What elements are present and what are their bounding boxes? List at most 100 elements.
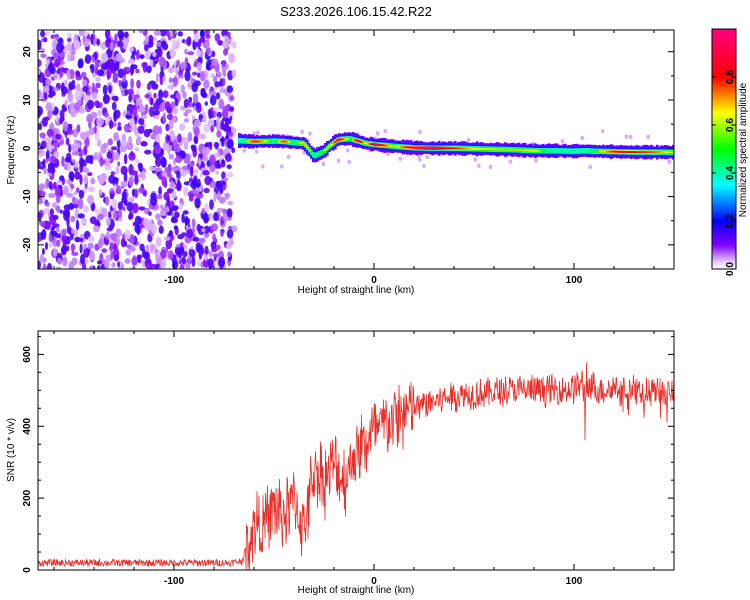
ridge-cell — [508, 148, 511, 151]
spec-y-tick-label: 20 — [22, 46, 33, 58]
noise-cell — [226, 38, 232, 43]
noise-cell — [165, 123, 170, 132]
noise-cell — [106, 68, 112, 79]
noise-cell — [60, 245, 67, 256]
noise-cell — [199, 71, 206, 82]
ridge-cell — [490, 148, 493, 151]
noise-cell — [45, 242, 48, 250]
noise-cell — [183, 187, 189, 197]
noise-cell — [137, 125, 145, 134]
noise-cell — [123, 172, 128, 183]
noise-cell — [228, 52, 235, 64]
noise-cell — [38, 183, 46, 191]
noise-cell — [172, 106, 178, 115]
noise-cell — [185, 261, 191, 269]
ridge-cell — [470, 147, 473, 150]
noise-cell — [110, 146, 118, 151]
noise-cell — [173, 60, 177, 69]
ridge-cell — [392, 145, 395, 148]
faint-cell — [580, 135, 584, 141]
noise-cell — [224, 193, 230, 201]
noise-cell — [45, 78, 52, 86]
noise-cell — [176, 178, 181, 189]
noise-cell — [178, 70, 184, 76]
noise-cell — [227, 131, 234, 137]
noise-cell — [59, 109, 65, 120]
noise-cell — [204, 245, 209, 255]
ridge-cell — [628, 151, 631, 153]
noise-cell — [201, 207, 206, 215]
noise-cell — [82, 262, 87, 269]
ridge-cell — [416, 146, 419, 149]
noise-cell — [79, 243, 83, 254]
ridge-cell — [412, 146, 415, 149]
noise-cell — [162, 90, 169, 98]
ridge-cell — [350, 137, 353, 141]
ridge-cell — [576, 149, 579, 153]
ridge-cell — [428, 147, 431, 150]
noise-cell — [63, 185, 69, 196]
noise-cell — [194, 168, 199, 175]
noise-cell — [38, 89, 41, 99]
ridge-cell — [560, 149, 563, 153]
ridge-cell — [284, 140, 287, 143]
noise-cell — [58, 67, 64, 78]
noise-cell — [204, 30, 210, 37]
noise-cell — [212, 253, 219, 258]
ridge-cell — [544, 149, 547, 153]
noise-cell — [122, 39, 129, 50]
noise-cell — [129, 126, 134, 132]
noise-cell — [38, 199, 43, 205]
noise-cell — [179, 264, 185, 269]
ridge-cell — [396, 145, 399, 148]
noise-cell — [156, 171, 160, 177]
ridge-cell — [572, 149, 575, 153]
noise-cell — [70, 171, 75, 183]
noise-cell — [106, 227, 113, 232]
noise-cell — [109, 242, 114, 250]
noise-cell — [111, 101, 117, 111]
ridge-cell — [482, 148, 485, 150]
noise-cell — [115, 228, 122, 237]
ridge-cell — [554, 149, 557, 153]
noise-cell — [90, 63, 95, 74]
ridge-cell — [334, 140, 337, 143]
noise-cell — [131, 188, 136, 197]
noise-cell — [140, 141, 148, 147]
noise-cell — [138, 30, 145, 34]
ridge-cell — [456, 147, 459, 150]
ridge-cell — [424, 147, 427, 150]
ridge-cell — [390, 145, 393, 148]
noise-cell — [173, 225, 178, 230]
ridge-cell — [356, 139, 359, 142]
noise-cell — [195, 102, 202, 114]
faint-cell — [667, 159, 672, 165]
faint-cell — [254, 149, 259, 154]
noise-cell — [38, 68, 41, 76]
ridge-cell — [564, 149, 567, 153]
ridge-cell — [378, 143, 381, 146]
ridge-cell — [542, 149, 545, 153]
noise-cell — [124, 240, 128, 247]
noise-cell — [167, 84, 175, 90]
noise-cell — [40, 140, 47, 149]
noise-cell — [89, 265, 96, 269]
noise-cell — [136, 254, 143, 259]
ridge-cell — [494, 148, 497, 151]
noise-cell — [171, 166, 179, 172]
ridge-cell — [272, 139, 275, 143]
noise-cell — [121, 91, 125, 97]
ridge-cell — [242, 139, 245, 143]
noise-cell — [51, 225, 55, 231]
noise-cell — [144, 44, 149, 52]
noise-cell — [150, 57, 154, 69]
noise-cell — [59, 117, 64, 125]
noise-cell — [132, 202, 139, 214]
noise-cell — [97, 69, 105, 77]
ridge-cell — [528, 149, 531, 152]
noise-cell — [113, 254, 120, 262]
noise-cell — [177, 133, 182, 143]
noise-cell — [158, 89, 164, 100]
noise-cell — [184, 48, 188, 55]
noise-cell — [117, 122, 121, 127]
